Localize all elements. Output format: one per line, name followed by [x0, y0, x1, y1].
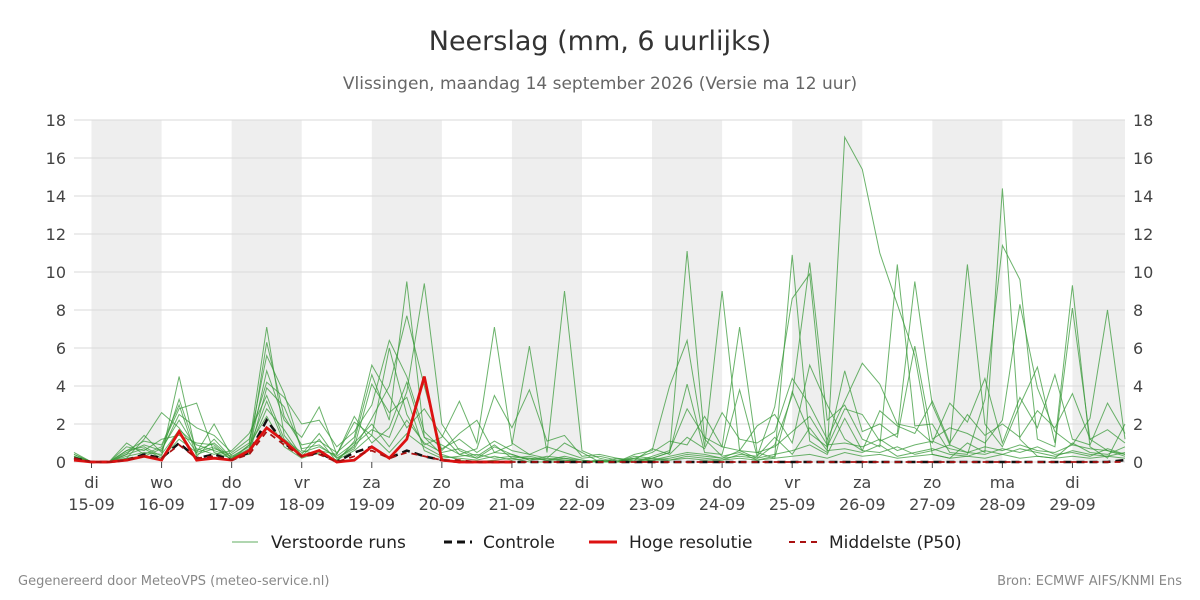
y-tick-left-4: 4 [56, 377, 66, 396]
x-tick-date-12: 27-09 [909, 495, 956, 514]
shaded-day-band-0 [91, 120, 162, 462]
y-tick-right-6: 6 [1133, 339, 1143, 358]
y-tick-left-14: 14 [46, 187, 66, 206]
legend-median-label: Middelste (P50) [829, 533, 962, 553]
chart-subtitle: Vlissingen, maandag 14 september 2026 (V… [343, 74, 857, 94]
x-tick-date-5: 20-09 [419, 495, 466, 514]
x-tick-date-14: 29-09 [1049, 495, 1096, 514]
legend-ensemble-label: Verstoorde runs [271, 533, 406, 553]
x-tick-date-9: 24-09 [699, 495, 746, 514]
y-tick-right-0: 0 [1133, 453, 1143, 472]
x-axis: di 15-09 wo 16-09 do 17-09 vr 18-09 za 19-09 zo 20-… [68, 462, 1096, 514]
x-tick-date-4: 19-09 [349, 495, 396, 514]
y-tick-right-2: 2 [1133, 415, 1143, 434]
x-tick-day-2: do [222, 473, 242, 492]
x-tick-day-7: di [575, 473, 590, 492]
x-tick-day-13: ma [990, 473, 1015, 492]
y-tick-right-14: 14 [1133, 187, 1153, 206]
x-tick-day-5: zo [433, 473, 451, 492]
shaded-day-band-7 [1072, 120, 1125, 462]
y-tick-left-16: 16 [46, 149, 66, 168]
x-tick-day-3: vr [294, 473, 310, 492]
shaded-day-band-3 [511, 120, 582, 462]
x-tick-date-11: 26-09 [839, 495, 886, 514]
footer-generator: Gegenereerd door MeteoVPS (meteo-service… [18, 574, 329, 589]
y-tick-right-16: 16 [1133, 149, 1153, 168]
x-tick-day-6: ma [499, 473, 524, 492]
x-tick-date-13: 28-09 [979, 495, 1026, 514]
y-tick-left-8: 8 [56, 301, 66, 320]
x-tick-day-11: za [853, 473, 871, 492]
y-tick-left-12: 12 [46, 225, 66, 244]
y-tick-right-10: 10 [1133, 263, 1153, 282]
x-tick-date-10: 25-09 [769, 495, 816, 514]
x-tick-day-9: do [712, 473, 732, 492]
x-tick-day-8: wo [641, 473, 664, 492]
y-axis-right: 0 2 4 6 8 10 12 14 16 18 [1133, 111, 1153, 472]
y-tick-right-4: 4 [1133, 377, 1143, 396]
x-tick-date-7: 22-09 [559, 495, 606, 514]
y-axis-left: 0 2 4 6 8 10 12 14 16 18 [46, 111, 66, 472]
y-tick-left-0: 0 [56, 453, 66, 472]
legend-control-label: Controle [483, 533, 555, 553]
y-tick-right-18: 18 [1133, 111, 1153, 130]
y-tick-left-10: 10 [46, 263, 66, 282]
legend-hires-label: Hoge resolutie [629, 533, 753, 553]
ensemble-member-6 [73, 338, 1126, 463]
y-tick-left-18: 18 [46, 111, 66, 130]
y-tick-left-2: 2 [56, 415, 66, 434]
y-tick-right-12: 12 [1133, 225, 1153, 244]
legend: Verstoorde runs Controle Hoge resolutie … [232, 533, 962, 553]
x-tick-day-1: wo [150, 473, 173, 492]
x-tick-day-4: za [363, 473, 381, 492]
main-series [73, 376, 1126, 464]
shaded-day-band-6 [932, 120, 1003, 462]
shaded-day-band-4 [652, 120, 723, 462]
x-tick-day-0: di [84, 473, 99, 492]
x-tick-day-14: di [1065, 473, 1080, 492]
x-tick-day-10: vr [784, 473, 800, 492]
x-tick-date-8: 23-09 [629, 495, 676, 514]
ensemble-member-4 [73, 272, 1126, 463]
y-tick-left-6: 6 [56, 339, 66, 358]
x-tick-date-1: 16-09 [138, 495, 185, 514]
x-tick-date-2: 17-09 [208, 495, 255, 514]
x-tick-date-6: 21-09 [489, 495, 536, 514]
y-tick-right-8: 8 [1133, 301, 1143, 320]
footer-source: Bron: ECMWF AIFS/KNMI Ens [997, 574, 1182, 589]
x-tick-date-3: 18-09 [278, 495, 325, 514]
series-hires [73, 376, 512, 464]
weekend-shading [91, 120, 1125, 462]
shaded-day-band-1 [231, 120, 302, 462]
x-tick-day-12: zo [923, 473, 941, 492]
chart-title: Neerslag (mm, 6 uurlijks) [429, 26, 771, 57]
series-median [73, 430, 1125, 463]
x-tick-date-0: 15-09 [68, 495, 115, 514]
